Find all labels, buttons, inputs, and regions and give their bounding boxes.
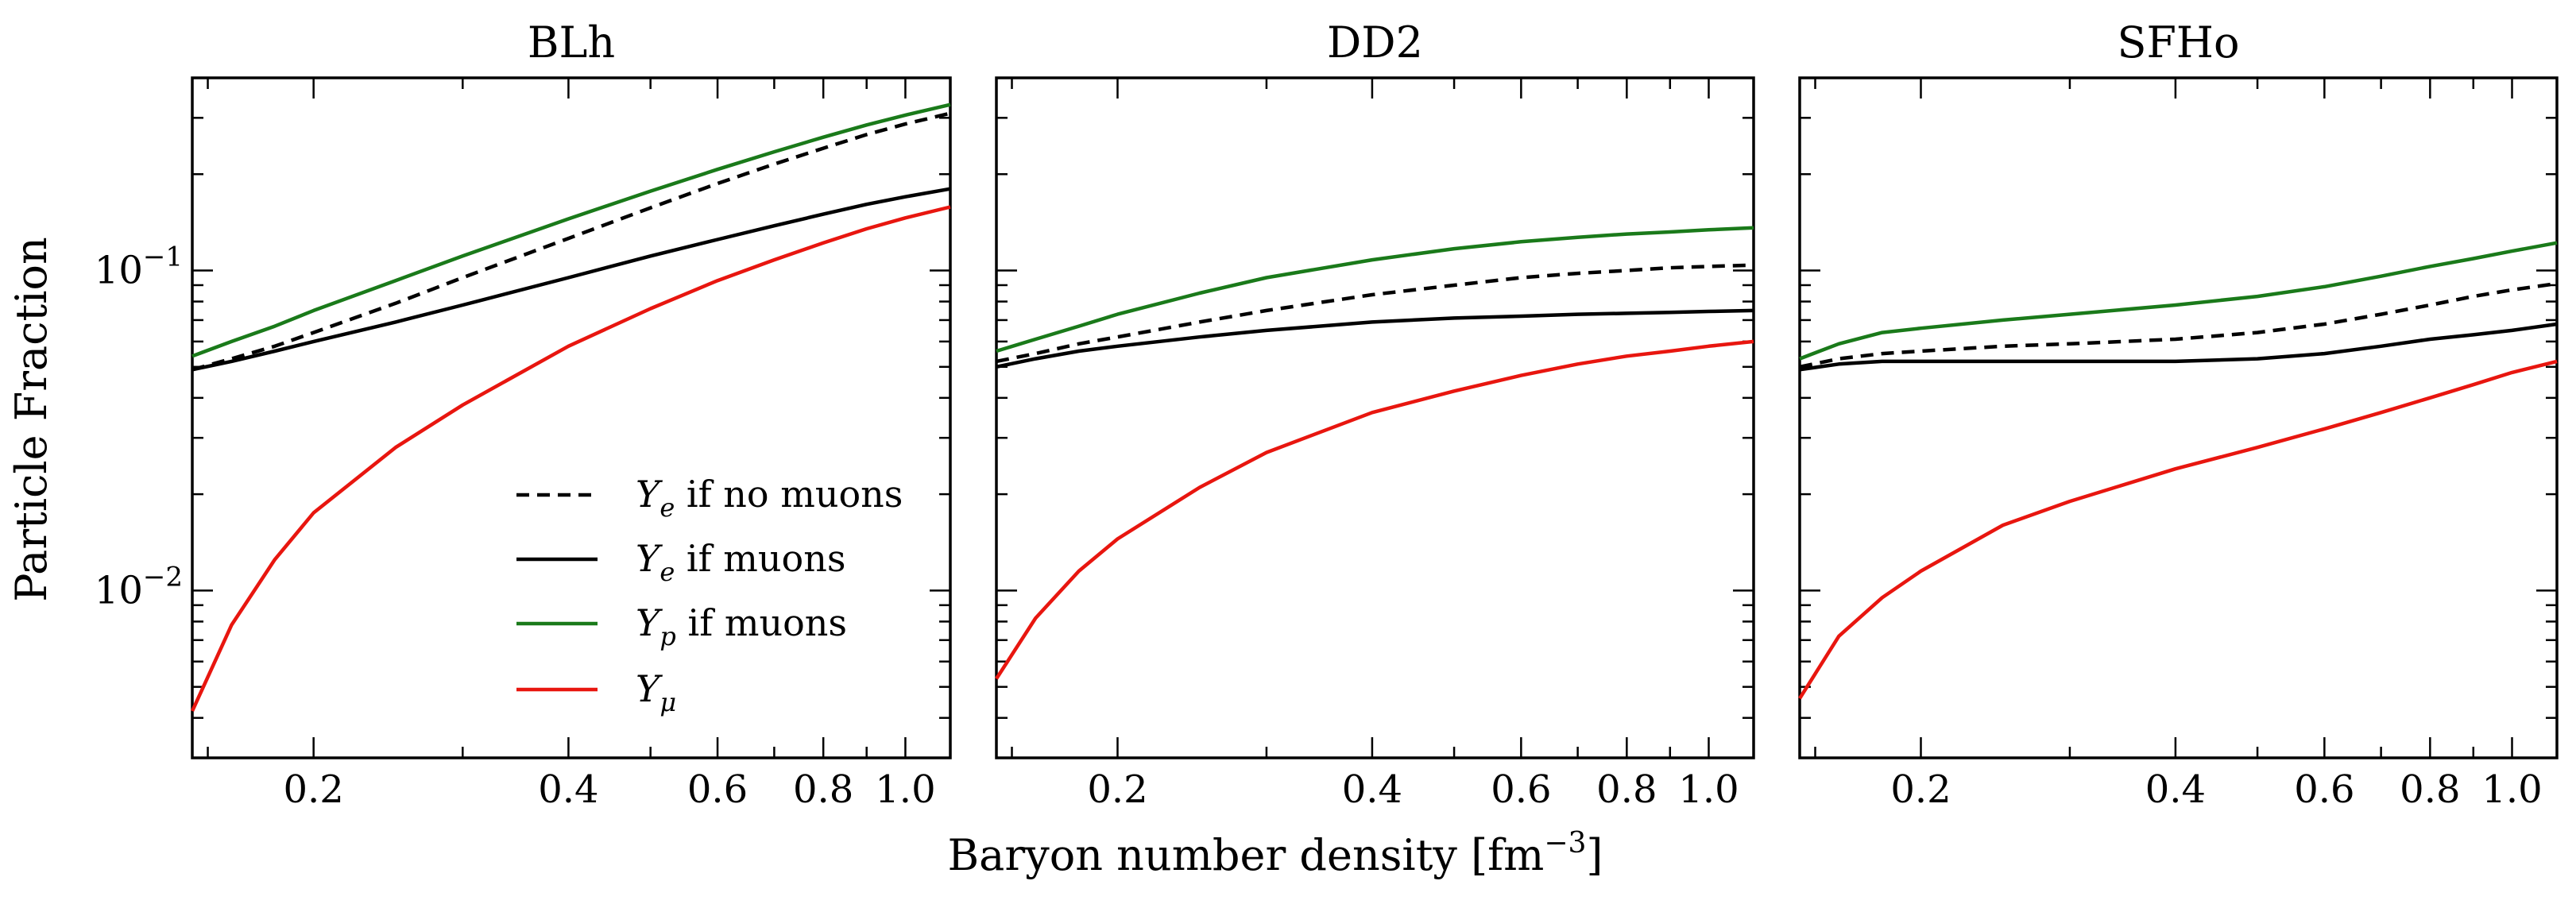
legend-label: Ye if muons	[636, 537, 845, 587]
x-tick-label: 0.4	[2145, 767, 2206, 812]
plot-frame	[995, 76, 1755, 759]
plot-frame	[191, 76, 952, 759]
panel-title: SFHo	[2117, 17, 2239, 68]
legend-item: Yp if muons	[516, 601, 847, 651]
x-tick-label: 0.6	[2294, 767, 2354, 812]
x-tick-label: 0.2	[1087, 767, 1147, 812]
series-lines	[1798, 241, 2558, 700]
series-line	[1799, 241, 2558, 361]
series-lines	[190, 102, 951, 713]
x-tick-label: 0.8	[1596, 767, 1657, 812]
x-axis-label: Baryon number density [fm−3]	[948, 827, 1603, 880]
panel-dd2: DD2 0.2 0.4 0.6 0.8 1.0	[995, 17, 1755, 812]
x-ticks: 0.2 0.4 0.6 0.8 1.0	[1011, 78, 1739, 812]
legend-label: Ye if no muons	[636, 473, 903, 523]
x-tick-label: 1.0	[1678, 767, 1739, 812]
legend-item: Yμ	[516, 667, 676, 717]
panel-blh: BLh 0.2 0.4 0.6 0.8 1.0 10−1 10−2	[95, 17, 952, 812]
series-line	[996, 263, 1754, 364]
y-tick-label: 10−2	[95, 561, 183, 612]
legend-item: Ye if muons	[516, 537, 845, 587]
y-ticks	[996, 117, 1754, 719]
series-line	[191, 102, 951, 358]
legend-label: Yp if muons	[636, 601, 847, 651]
panel-title: DD2	[1327, 17, 1423, 68]
series-line	[1799, 322, 2558, 372]
legend: Ye if no muons Ye if muons Yp if muons Yμ	[516, 473, 903, 717]
legend-label: Yμ	[636, 667, 676, 717]
y-ticks	[1800, 117, 2557, 719]
y-tick-label: 10−1	[95, 241, 183, 293]
x-tick-label: 0.4	[1342, 767, 1402, 812]
x-tick-label: 1.0	[2481, 767, 2542, 812]
x-tick-label: 1.0	[875, 767, 935, 812]
x-tick-label: 0.6	[1491, 767, 1551, 812]
series-line	[191, 187, 951, 372]
x-tick-label: 0.2	[283, 767, 343, 812]
legend-item: Ye if no muons	[516, 473, 903, 523]
series-line	[1798, 359, 2558, 700]
x-tick-label: 0.6	[687, 767, 748, 812]
series-line	[190, 205, 951, 713]
x-tick-label: 0.4	[538, 767, 598, 812]
series-lines	[995, 226, 1754, 680]
plot-frame	[1798, 76, 2559, 759]
x-tick-label: 0.2	[1890, 767, 1951, 812]
x-ticks: 0.2 0.4 0.6 0.8 1.0	[1814, 78, 2543, 812]
x-ticks: 0.2 0.4 0.6 0.8 1.0	[207, 78, 936, 812]
x-tick-label: 0.8	[2400, 767, 2460, 812]
series-line	[996, 308, 1754, 369]
y-axis-label: Particle Fraction	[6, 237, 56, 602]
panel-title: BLh	[528, 17, 615, 68]
series-line	[995, 339, 1754, 680]
panel-sfho: SFHo 0.2 0.4 0.6 0.8 1.0	[1798, 17, 2559, 812]
x-tick-label: 0.8	[793, 767, 853, 812]
series-line	[996, 226, 1754, 354]
series-line	[191, 111, 951, 372]
series-line	[1799, 281, 2558, 369]
